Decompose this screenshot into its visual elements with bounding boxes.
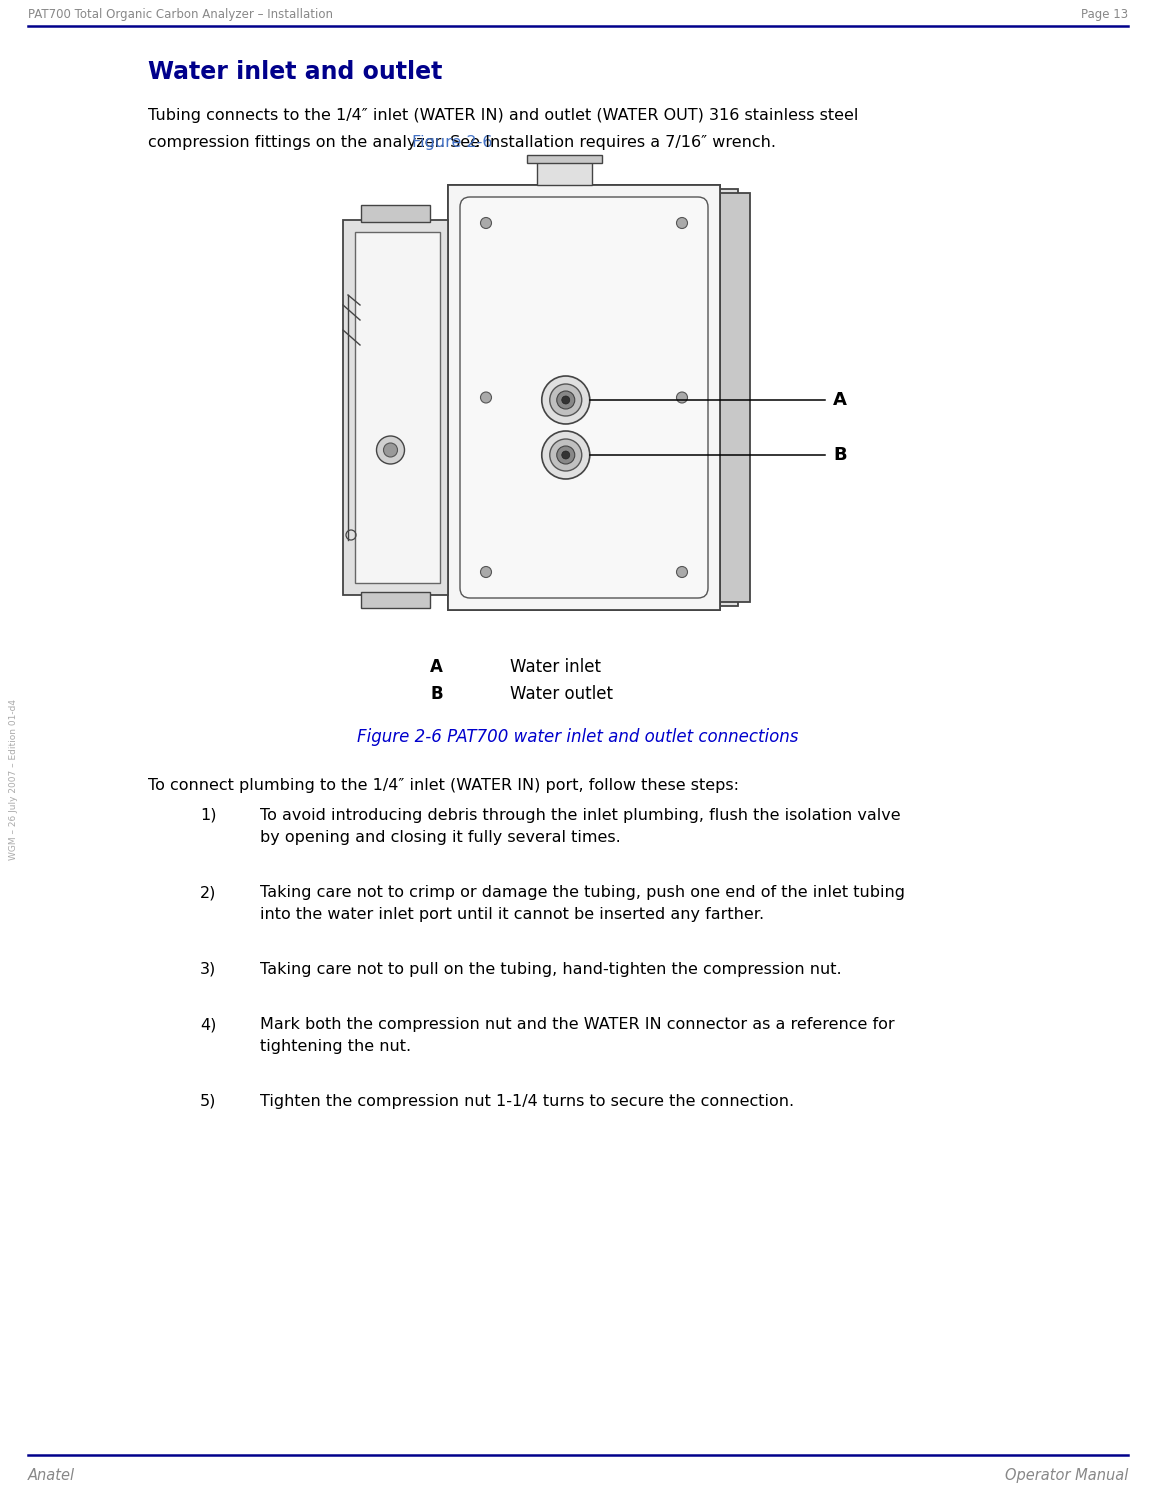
Text: PAT700 Total Organic Carbon Analyzer – Installation: PAT700 Total Organic Carbon Analyzer – I… <box>28 7 333 21</box>
Circle shape <box>562 451 570 459</box>
Text: compression fittings on the analyzer. See: compression fittings on the analyzer. Se… <box>148 135 486 150</box>
Text: Water inlet and outlet: Water inlet and outlet <box>148 60 443 84</box>
Bar <box>449 185 720 610</box>
Text: . Installation requires a 7/16″ wrench.: . Installation requires a 7/16″ wrench. <box>475 135 776 150</box>
Text: 4): 4) <box>200 1017 216 1032</box>
Text: into the water inlet port until it cannot be inserted any farther.: into the water inlet port until it canno… <box>260 907 764 922</box>
Circle shape <box>384 443 398 457</box>
Bar <box>361 592 430 608</box>
FancyBboxPatch shape <box>460 197 707 598</box>
Text: B: B <box>430 685 443 703</box>
Circle shape <box>542 431 590 478</box>
Text: 3): 3) <box>200 961 216 978</box>
Text: 5): 5) <box>200 1094 216 1109</box>
Text: by opening and closing it fully several times.: by opening and closing it fully several … <box>260 830 621 845</box>
Bar <box>361 205 430 221</box>
Circle shape <box>481 392 491 404</box>
Text: To connect plumbing to the 1/4″ inlet (WATER IN) port, follow these steps:: To connect plumbing to the 1/4″ inlet (W… <box>148 777 739 792</box>
Text: Water inlet: Water inlet <box>510 658 601 676</box>
Text: 2): 2) <box>200 885 216 900</box>
Bar <box>536 161 592 185</box>
Circle shape <box>557 392 575 410</box>
Text: Taking care not to pull on the tubing, hand-tighten the compression nut.: Taking care not to pull on the tubing, h… <box>260 961 842 978</box>
Circle shape <box>557 446 575 463</box>
Text: A: A <box>430 658 443 676</box>
Text: Tighten the compression nut 1-1/4 turns to secure the connection.: Tighten the compression nut 1-1/4 turns … <box>260 1094 794 1109</box>
Circle shape <box>550 384 581 416</box>
Circle shape <box>562 396 570 404</box>
Text: 1): 1) <box>200 807 216 824</box>
Circle shape <box>676 392 688 404</box>
Text: Water outlet: Water outlet <box>510 685 613 703</box>
Text: Anatel: Anatel <box>28 1468 75 1483</box>
Text: A: A <box>833 392 847 410</box>
Text: Figure 2-6: Figure 2-6 <box>412 135 492 150</box>
Text: B: B <box>833 446 846 463</box>
Text: Taking care not to crimp or damage the tubing, push one end of the inlet tubing: Taking care not to crimp or damage the t… <box>260 885 905 900</box>
Circle shape <box>377 437 405 463</box>
Bar <box>460 193 750 602</box>
Bar <box>455 188 738 605</box>
Circle shape <box>481 217 491 229</box>
Text: Page 13: Page 13 <box>1081 7 1128 21</box>
Text: To avoid introducing debris through the inlet plumbing, flush the isolation valv: To avoid introducing debris through the … <box>260 807 901 824</box>
FancyBboxPatch shape <box>449 185 720 610</box>
Circle shape <box>550 440 581 471</box>
Circle shape <box>481 567 491 577</box>
Text: Mark both the compression nut and the WATER IN connector as a reference for: Mark both the compression nut and the WA… <box>260 1017 895 1032</box>
Text: Tubing connects to the 1/4″ inlet (WATER IN) and outlet (WATER OUT) 316 stainles: Tubing connects to the 1/4″ inlet (WATER… <box>148 108 859 123</box>
Text: Operator Manual: Operator Manual <box>1005 1468 1128 1483</box>
Circle shape <box>676 567 688 577</box>
Text: WGM – 26 July 2007 – Edition 01-d4: WGM – 26 July 2007 – Edition 01-d4 <box>9 700 18 861</box>
Bar <box>526 155 601 163</box>
Text: tightening the nut.: tightening the nut. <box>260 1039 412 1054</box>
Bar <box>343 220 449 595</box>
Bar <box>355 232 440 583</box>
Text: Figure 2-6 PAT700 water inlet and outlet connections: Figure 2-6 PAT700 water inlet and outlet… <box>357 728 799 746</box>
Circle shape <box>676 217 688 229</box>
Circle shape <box>542 377 590 425</box>
